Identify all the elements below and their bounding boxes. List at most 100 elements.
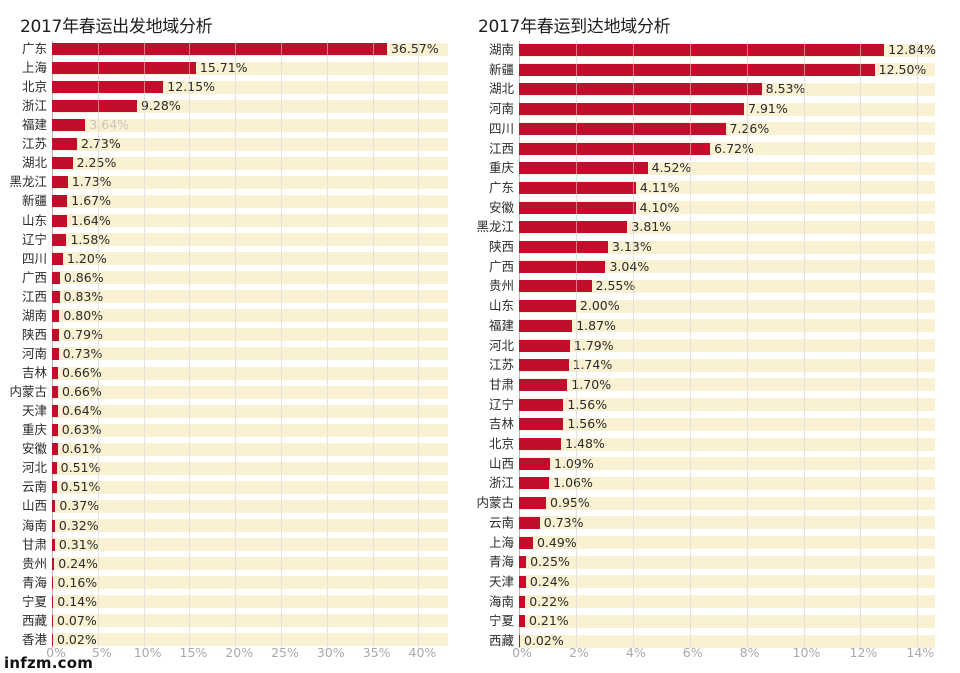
category-label: 广西 xyxy=(488,258,514,274)
row-stripe xyxy=(519,555,935,569)
x-tick-label: 12% xyxy=(849,645,878,660)
category-label: 内蒙古 xyxy=(476,495,514,511)
row-stripe xyxy=(519,575,935,589)
category-label: 湖北 xyxy=(21,155,47,171)
bar xyxy=(519,260,606,273)
value-label: 12.50% xyxy=(878,61,927,77)
x-tick-label: 0% xyxy=(46,645,66,660)
value-label: 1.70% xyxy=(571,376,612,392)
bar xyxy=(519,359,569,372)
row-stripe xyxy=(519,240,935,254)
bar xyxy=(519,339,570,352)
gridline xyxy=(235,41,237,648)
bar xyxy=(52,500,56,513)
row-stripe xyxy=(52,404,448,418)
category-label: 天津 xyxy=(488,573,514,589)
bar xyxy=(52,462,57,475)
category-label: 广东 xyxy=(488,179,514,195)
bar xyxy=(52,81,164,94)
bar xyxy=(52,367,59,380)
row-stripe xyxy=(519,319,935,333)
category-label: 四川 xyxy=(21,250,47,266)
category-label: 江苏 xyxy=(488,357,514,373)
row-stripe xyxy=(519,358,935,372)
row-stripe xyxy=(519,496,935,510)
value-label: 0.24% xyxy=(58,555,98,571)
plot-area: 湖南 12.84% 新疆 12.50% 湖北 8.53% 河南 7.91% 四川 7.26% 江西 6… xyxy=(470,0,960,673)
value-label: 4.52% xyxy=(651,160,692,176)
row-stripe xyxy=(52,442,448,456)
category-label: 青海 xyxy=(21,574,47,590)
bar xyxy=(52,614,53,627)
category-label: 江西 xyxy=(21,288,47,304)
value-label: 1.74% xyxy=(572,357,613,373)
bar xyxy=(519,241,609,253)
bar xyxy=(52,576,54,589)
value-label: 4.10% xyxy=(639,199,680,215)
bar xyxy=(519,83,762,96)
category-label: 北京 xyxy=(21,79,47,95)
value-label: 0.24% xyxy=(529,573,570,589)
gridline xyxy=(632,41,634,648)
row-stripe xyxy=(52,385,448,399)
x-tick-label: 15% xyxy=(179,645,208,660)
category-label: 吉林 xyxy=(21,365,47,381)
x-tick-label: 0% xyxy=(512,645,532,660)
value-label: 0.02% xyxy=(524,633,564,648)
category-label: 浙江 xyxy=(21,98,47,114)
row-stripe xyxy=(519,595,935,609)
bar xyxy=(519,103,745,116)
value-label: 0.21% xyxy=(528,613,569,629)
row-stripe xyxy=(519,279,935,293)
bar xyxy=(519,615,525,628)
gridline-overlay xyxy=(281,41,282,648)
row-stripe xyxy=(519,417,935,431)
gridline-overlay xyxy=(235,41,237,648)
category-label: 北京 xyxy=(488,436,514,451)
bar xyxy=(519,398,564,411)
category-label: 安徽 xyxy=(21,441,47,457)
row-stripe xyxy=(519,536,935,549)
value-label: 0.32% xyxy=(58,517,99,533)
row-stripe xyxy=(52,461,448,475)
gridline xyxy=(372,41,374,648)
bar xyxy=(519,556,527,569)
bar xyxy=(52,271,60,284)
bar xyxy=(52,195,68,208)
bar xyxy=(519,575,526,588)
bar xyxy=(519,201,636,214)
row-stripe xyxy=(52,214,448,228)
category-label: 陕西 xyxy=(21,326,47,342)
gridline xyxy=(689,41,691,648)
arrival-region-chart: 2017年春运到达地域分析 湖南 12.84% 新疆 12.50% 湖北 8.53% 河南 7… xyxy=(470,0,960,673)
bar xyxy=(52,328,60,341)
row-stripe xyxy=(519,457,935,471)
bar xyxy=(519,457,550,470)
category-label: 贵州 xyxy=(21,555,47,571)
chart-title: 2017年春运出发地域分析 xyxy=(20,17,213,37)
bar xyxy=(519,63,875,76)
category-label: 天津 xyxy=(21,403,47,419)
category-label: 福建 xyxy=(488,317,514,333)
row-stripe xyxy=(52,99,448,113)
row-stripe xyxy=(519,378,935,392)
value-label: 12.84% xyxy=(888,42,936,57)
value-label: 1.06% xyxy=(553,475,593,491)
value-label: 0.63% xyxy=(61,422,102,438)
value-label: 0.80% xyxy=(63,307,104,323)
category-label: 山西 xyxy=(488,455,514,471)
gridline-overlay xyxy=(372,41,374,648)
value-label: 0.73% xyxy=(543,514,584,530)
category-label: 新疆 xyxy=(488,61,514,77)
value-label: 2.00% xyxy=(579,298,620,314)
bar xyxy=(52,214,68,227)
value-label: 1.48% xyxy=(565,436,605,451)
category-label: 河南 xyxy=(488,101,514,117)
gridline-overlay xyxy=(418,41,420,648)
value-label: 0.25% xyxy=(530,554,570,570)
category-label: 海南 xyxy=(21,517,47,533)
gridline-overlay xyxy=(632,41,634,648)
row-stripe xyxy=(52,233,448,247)
value-label: 0.64% xyxy=(61,403,102,419)
row-stripe xyxy=(52,252,448,266)
